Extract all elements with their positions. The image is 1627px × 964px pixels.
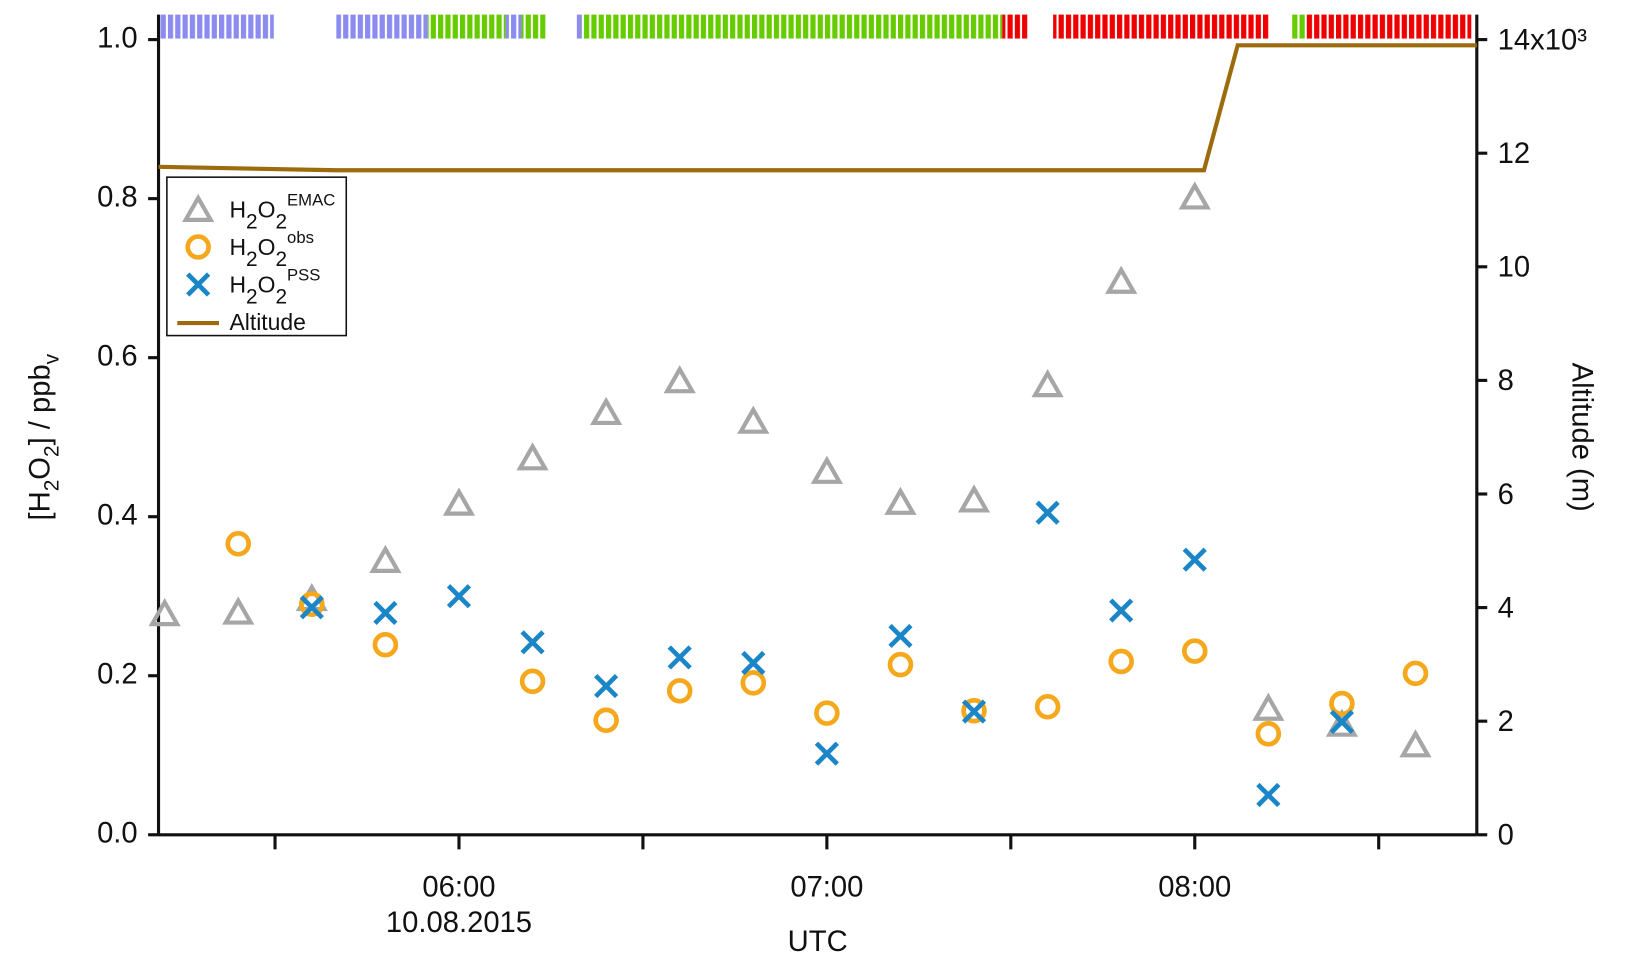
y2-tick-label: 14x10³ bbox=[1498, 24, 1588, 56]
circle-marker bbox=[593, 707, 619, 734]
strip-segment bbox=[157, 14, 274, 39]
legend-swatch bbox=[182, 193, 215, 222]
triangle-marker bbox=[1325, 708, 1359, 737]
triangle-marker bbox=[884, 486, 917, 515]
triangle-marker bbox=[590, 396, 623, 426]
circle-marker bbox=[887, 651, 914, 678]
x-tick-label: 08:00 bbox=[1158, 872, 1231, 904]
strip-segment bbox=[1053, 14, 1270, 39]
triangle-marker bbox=[1252, 692, 1285, 721]
x-marker bbox=[373, 600, 398, 625]
x-marker bbox=[1035, 500, 1060, 525]
y2-tick-label: 6 bbox=[1498, 479, 1514, 511]
y-tick-label: 0.8 bbox=[97, 181, 138, 213]
x-marker bbox=[299, 595, 324, 620]
triangle-marker bbox=[369, 544, 402, 573]
triangle-marker bbox=[663, 365, 696, 394]
triangle-marker bbox=[1105, 265, 1138, 294]
circle-marker bbox=[1402, 660, 1429, 687]
text-part: [H2O2] / ppb bbox=[24, 364, 63, 520]
triangle-marker bbox=[737, 405, 770, 434]
strip-segment bbox=[576, 14, 582, 39]
y-tick-label: 0.0 bbox=[97, 817, 138, 849]
y-tick-label: 1.0 bbox=[97, 22, 138, 54]
x-marker bbox=[520, 630, 545, 655]
circle-marker bbox=[740, 670, 767, 696]
y-tick-label: 0.6 bbox=[97, 340, 138, 372]
circle-marker bbox=[666, 678, 693, 704]
x-marker bbox=[741, 650, 766, 676]
legend-label: H2O2obs bbox=[229, 228, 314, 271]
circle-marker bbox=[299, 591, 325, 617]
y2-tick-label: 10 bbox=[1498, 252, 1530, 284]
triangle-marker bbox=[1399, 729, 1432, 758]
triangle-marker bbox=[516, 442, 549, 471]
x-marker bbox=[1182, 547, 1207, 572]
circle-marker bbox=[225, 530, 252, 557]
strip-segment bbox=[427, 14, 506, 39]
strip-segment bbox=[336, 14, 428, 39]
y-tick-label: 0.2 bbox=[97, 658, 138, 690]
legend-swatch bbox=[186, 272, 211, 297]
text-part: H2O2 bbox=[229, 272, 287, 309]
text-part: H2O2 bbox=[229, 234, 287, 271]
x-marker bbox=[1256, 782, 1281, 808]
legend-label-sup: EMAC bbox=[287, 191, 335, 210]
y-axis-label: [H2O2] / ppbv bbox=[24, 353, 63, 520]
strip-segment bbox=[505, 14, 522, 39]
triangle-marker bbox=[1178, 181, 1211, 210]
y2-tick-label: 4 bbox=[1498, 592, 1514, 624]
text-part: Altitude bbox=[229, 309, 305, 335]
x-marker bbox=[1109, 598, 1134, 623]
circle-marker bbox=[1329, 690, 1355, 717]
circle-marker bbox=[1034, 693, 1061, 720]
circle-marker bbox=[1181, 638, 1208, 664]
legend-label-sup: obs bbox=[287, 228, 314, 247]
x-tick-label: 06:00 bbox=[422, 872, 495, 904]
circle-marker bbox=[372, 631, 399, 658]
x-marker bbox=[961, 699, 987, 724]
circle-marker bbox=[814, 700, 840, 726]
x-marker bbox=[888, 623, 913, 649]
strip-segment bbox=[1002, 14, 1028, 39]
x-marker bbox=[446, 584, 472, 609]
strip-segment bbox=[1305, 14, 1472, 39]
y2-tick-label: 8 bbox=[1498, 365, 1514, 397]
legend-label: H2O2PSS bbox=[229, 266, 320, 309]
triangle-marker bbox=[810, 455, 843, 484]
y-tick-label: 0.4 bbox=[97, 499, 138, 531]
circle-marker bbox=[961, 697, 987, 724]
text-part: H2O2 bbox=[229, 197, 287, 234]
x-tick-label: 07:00 bbox=[790, 872, 863, 904]
legend-swatch bbox=[185, 234, 211, 260]
x-marker bbox=[667, 645, 692, 670]
triangle-marker bbox=[148, 598, 181, 627]
y2-tick-label: 0 bbox=[1498, 820, 1514, 852]
x-marker bbox=[1329, 709, 1355, 734]
x-marker bbox=[814, 741, 839, 766]
circle-marker bbox=[1108, 648, 1134, 675]
circle-marker bbox=[1255, 721, 1282, 747]
date-label: 10.08.2015 bbox=[386, 907, 532, 939]
strip-segment bbox=[1290, 14, 1306, 39]
y-axis-label-sub: v bbox=[41, 353, 64, 364]
triangle-marker bbox=[1031, 369, 1064, 398]
legend-label: H2O2EMAC bbox=[229, 191, 335, 234]
triangle-marker bbox=[442, 487, 476, 516]
legend-label: Altitude bbox=[229, 309, 305, 335]
triangle-marker bbox=[222, 596, 255, 625]
altitude-line bbox=[158, 43, 1477, 173]
strip-segment bbox=[521, 14, 546, 39]
legend-label-sup: PSS bbox=[287, 266, 320, 285]
y2-tick-label: 12 bbox=[1498, 138, 1530, 170]
triangle-marker bbox=[957, 484, 991, 513]
x-marker bbox=[594, 673, 619, 699]
x-axis-label: UTC bbox=[788, 926, 848, 958]
y2-axis-label: Altitude (m) bbox=[1565, 363, 1597, 512]
strip-segment bbox=[581, 14, 1003, 39]
circle-marker bbox=[519, 668, 546, 695]
y2-tick-label: 2 bbox=[1498, 706, 1514, 738]
